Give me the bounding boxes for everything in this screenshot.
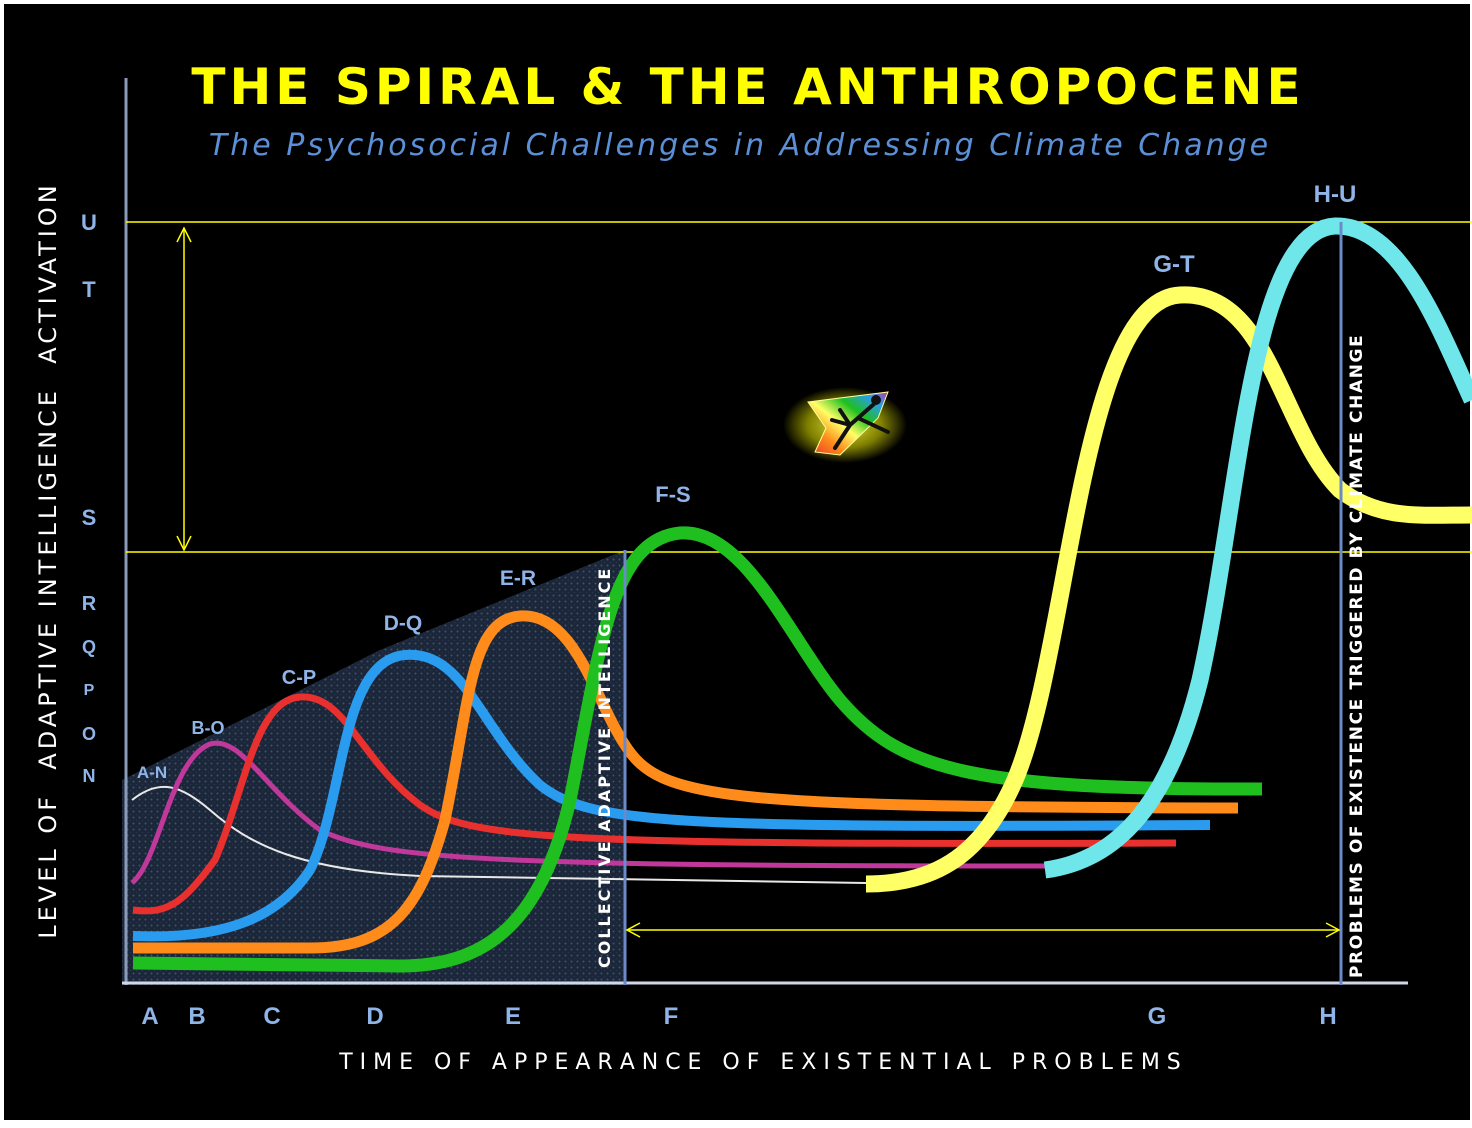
curve-e-r (133, 610, 1239, 954)
y-level-o: O (82, 724, 96, 744)
x-level-e: E (505, 1003, 521, 1030)
x-level-a: A (141, 1003, 158, 1030)
curve-label-e-r: E-R (500, 567, 536, 590)
curve-label-f-s: F-S (655, 482, 690, 507)
x-axis-title: T I M E O F A P P E A R A N C E O F E X … (338, 1050, 1181, 1075)
curve-label-h-u: H-U (1314, 181, 1357, 208)
y-level-s: S (82, 505, 97, 530)
y-level-q: Q (82, 637, 96, 657)
curve-label-c-p: C-P (282, 667, 316, 689)
page-title: THE SPIRAL & THE ANTHROPOCENE (191, 58, 1304, 116)
vertical-gap-arrow (176, 226, 192, 552)
page-subtitle: The Psychosocial Challenges in Addressin… (209, 128, 1271, 163)
x-level-f: F (664, 1003, 679, 1030)
horizontal-gap-arrow (625, 922, 1341, 938)
curve-g-t (865, 286, 1472, 893)
curve-h-u (1043, 217, 1472, 879)
y-level-u: U (81, 210, 97, 235)
curve-label-d-q: D-Q (384, 612, 423, 635)
curve-d-q (132, 649, 1211, 942)
x-level-b: B (188, 1003, 205, 1030)
x-level-c: C (263, 1003, 280, 1030)
curve-f-s (132, 526, 1263, 973)
curve-label-a-n: A-N (137, 763, 167, 782)
x-level-g: G (1148, 1003, 1167, 1030)
curve-label-g-t: G-T (1153, 251, 1195, 278)
collective-intelligence-label: COLLECTIVE ADAPTIVE INTELLIGENCE (595, 567, 614, 968)
collective-intelligence-shaded-area (122, 550, 625, 985)
rainbow-leaping-figure-icon (783, 387, 907, 463)
y-axis-title: LEVEL OF ADAPTIVE INTELLIGENCE ACTIVATIO… (34, 181, 62, 938)
curve-label-b-o: B-O (192, 718, 225, 738)
curve-c-p (132, 693, 1177, 915)
y-level-p: P (84, 682, 95, 699)
y-level-t: T (82, 277, 96, 302)
climate-change-label: PROBLEMS OF EXISTENCE TRIGGERED BY CLIMA… (1347, 334, 1367, 978)
x-level-h: H (1319, 1003, 1336, 1030)
x-level-d: D (366, 1003, 383, 1030)
y-level-n: N (83, 766, 96, 786)
y-level-r: R (82, 593, 97, 615)
